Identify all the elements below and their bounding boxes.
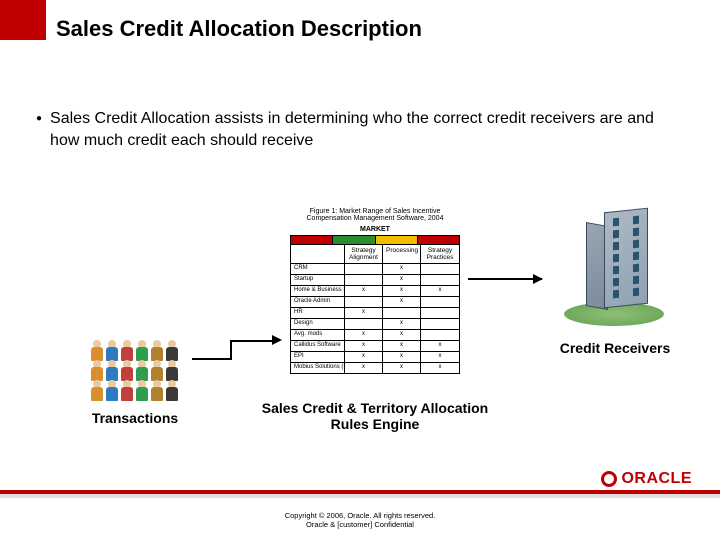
engine-header-cell: Processing	[383, 245, 421, 263]
person-icon	[105, 380, 119, 404]
person-icon	[120, 380, 134, 404]
engine-row: CRMx	[290, 263, 460, 275]
person-icon	[90, 380, 104, 404]
building-main	[604, 208, 648, 309]
copyright-line-2: Oracle & [customer] Confidential	[0, 520, 720, 530]
window-icon	[613, 242, 619, 251]
bullet-dot-icon: ●	[36, 108, 42, 130]
engine-header-cell: Strategy Alignment	[345, 245, 383, 263]
engine-row: Oracle Adminx	[290, 296, 460, 308]
slide: Sales Credit Allocation Description ● Sa…	[0, 0, 720, 540]
window-icon	[633, 264, 639, 273]
person-icon	[165, 380, 179, 404]
arrow-engine-to-receivers	[468, 278, 542, 280]
person-icon	[150, 380, 164, 404]
oracle-logo-text: ORACLE	[621, 470, 692, 488]
window-icon	[633, 288, 639, 297]
arrow-step-2	[230, 340, 232, 360]
engine-body: CRMxStartupxHome & Business Serv.xxxOrac…	[290, 263, 460, 374]
engine-row: EPIxxx	[290, 351, 460, 363]
window-icon	[613, 266, 619, 275]
engine-row: Callidus Softwarexxx	[290, 340, 460, 352]
window-icon	[613, 254, 619, 263]
engine-header-cell: Strategy Practices	[421, 245, 459, 263]
slide-title: Sales Credit Allocation Description	[56, 16, 422, 42]
engine-top-label: MARKET	[290, 226, 460, 233]
arrow-step-1	[192, 358, 232, 360]
engine-header-row: Strategy AlignmentProcessingStrategy Pra…	[290, 244, 460, 264]
bullet-item: ● Sales Credit Allocation assists in det…	[36, 108, 680, 151]
window-icon	[613, 278, 619, 287]
engine-row: HRx	[290, 307, 460, 319]
credit-receivers-label: Credit Receivers	[540, 340, 690, 356]
rules-engine-label: Sales Credit & Territory Allocation Rule…	[250, 400, 500, 432]
arrow-head-1	[272, 335, 282, 345]
engine-header-cell	[291, 245, 345, 263]
window-icon	[633, 252, 639, 261]
window-icon	[613, 290, 619, 299]
rules-engine-graphic: Figure 1: Market Range of Sales Incentiv…	[290, 208, 460, 373]
copyright-block: Copyright © 2006, Oracle. All rights res…	[0, 511, 720, 531]
person-icon	[135, 380, 149, 404]
diagram-area: Transactions Figure 1: Market Range of S…	[0, 190, 720, 450]
footer-grey-band	[0, 494, 720, 498]
engine-color-bar	[290, 235, 460, 245]
window-icon	[613, 230, 619, 239]
engine-row: Avg. modsxx	[290, 329, 460, 341]
engine-row: Mobius Solutions (IMRO)xxx	[290, 362, 460, 374]
window-icon	[613, 218, 619, 227]
engine-row: Designx	[290, 318, 460, 330]
bullet-text: Sales Credit Allocation assists in deter…	[50, 108, 680, 151]
oracle-o-icon	[601, 471, 617, 487]
copyright-line-1: Copyright © 2006, Oracle. All rights res…	[0, 511, 720, 521]
window-icon	[633, 216, 639, 225]
engine-caption: Figure 1: Market Range of Sales Incentiv…	[290, 208, 460, 222]
transactions-label: Transactions	[60, 410, 210, 426]
arrow-step-3	[230, 340, 274, 342]
window-icon	[633, 276, 639, 285]
engine-row: Startupx	[290, 274, 460, 286]
oracle-logo: ORACLE	[601, 470, 692, 488]
window-icon	[633, 240, 639, 249]
title-accent-block	[0, 0, 46, 40]
transactions-graphic	[90, 340, 180, 395]
window-icon	[633, 228, 639, 237]
credit-receivers-graphic	[556, 210, 666, 330]
engine-row: Home & Business Serv.xxx	[290, 285, 460, 297]
